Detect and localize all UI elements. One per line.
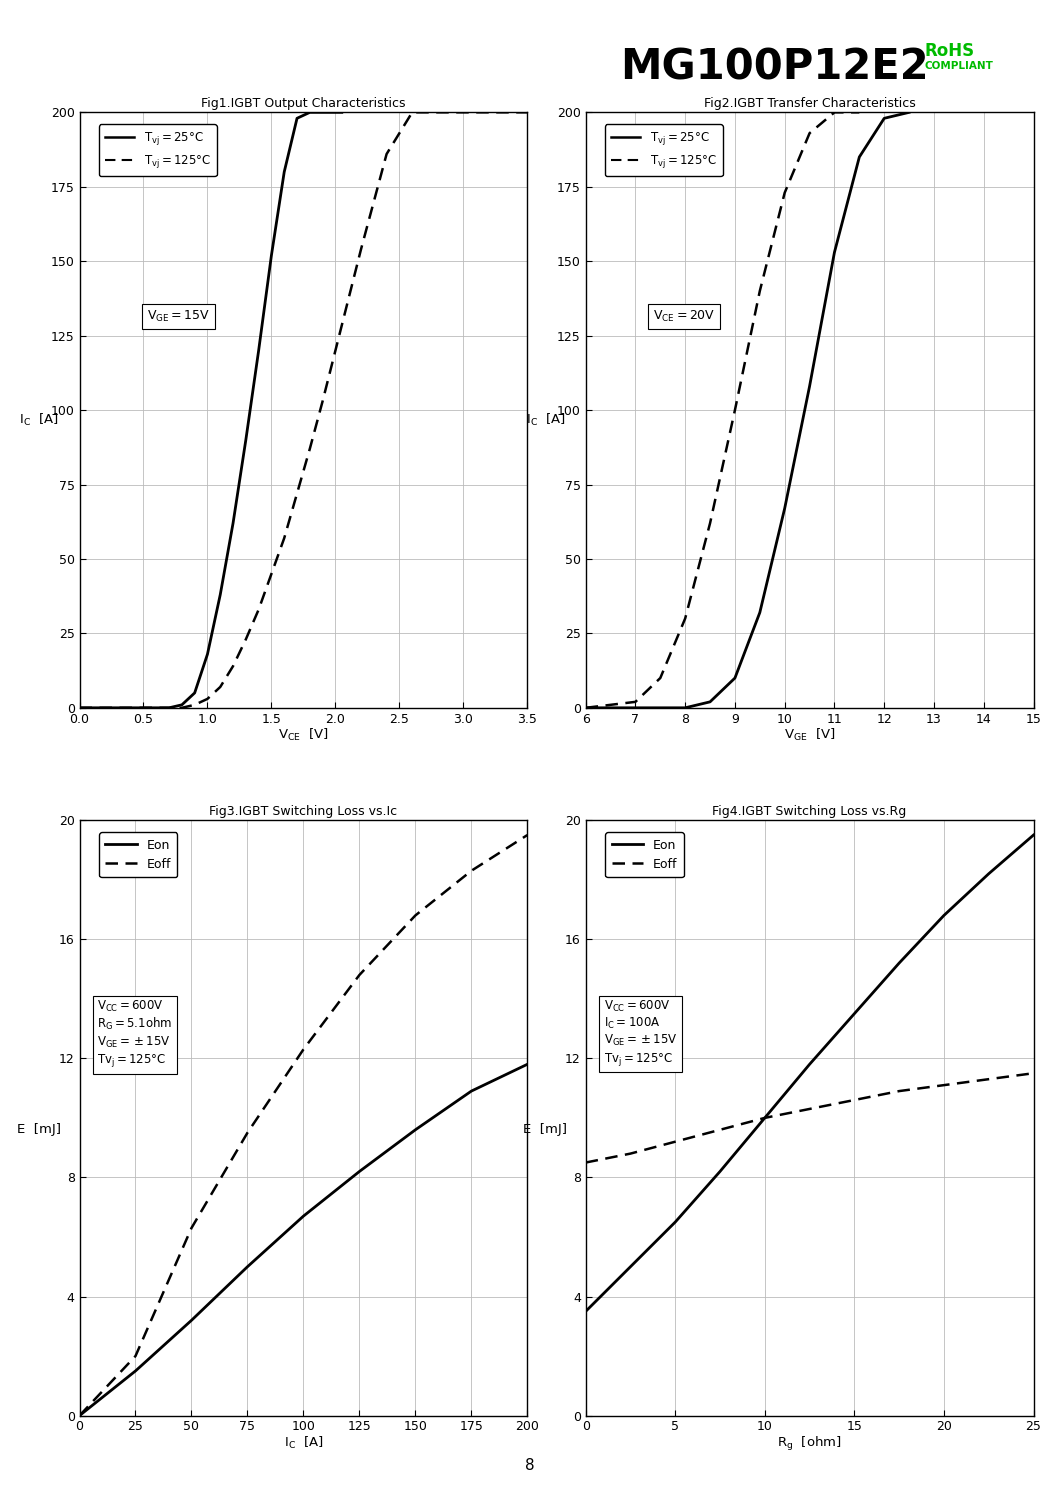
Title: Fig4.IGBT Switching Loss vs.Rg: Fig4.IGBT Switching Loss vs.Rg — [712, 804, 906, 818]
Y-axis label: $\mathregular{I_C}$  [A]: $\mathregular{I_C}$ [A] — [526, 412, 565, 428]
Title: Fig2.IGBT Transfer Characteristics: Fig2.IGBT Transfer Characteristics — [704, 97, 916, 109]
Y-axis label: E  [mJ]: E [mJ] — [524, 1122, 567, 1135]
Y-axis label: E  [mJ]: E [mJ] — [17, 1122, 61, 1135]
X-axis label: $\mathregular{V_{GE}}$  [V]: $\mathregular{V_{GE}}$ [V] — [784, 727, 835, 743]
Text: $\mathregular{V_{CC}=600V}$
$\mathregular{I_C=100A}$
$\mathregular{V_{GE}=\pm15V: $\mathregular{V_{CC}=600V}$ $\mathregula… — [603, 999, 677, 1068]
Legend: $\mathregular{T_{vj}=25°C}$, $\mathregular{T_{vj}=125°C}$: $\mathregular{T_{vj}=25°C}$, $\mathregul… — [99, 124, 216, 175]
Legend: Eon, Eoff: Eon, Eoff — [605, 833, 684, 878]
X-axis label: $\mathregular{V_{CE}}$  [V]: $\mathregular{V_{CE}}$ [V] — [278, 727, 329, 743]
Text: MG100P12E2: MG100P12E2 — [620, 46, 929, 88]
Text: COMPLIANT: COMPLIANT — [924, 61, 993, 70]
Text: $\mathregular{V_{GE}=15V}$: $\mathregular{V_{GE}=15V}$ — [146, 309, 210, 324]
X-axis label: $\mathregular{I_C}$  [A]: $\mathregular{I_C}$ [A] — [284, 1435, 323, 1452]
X-axis label: $\mathregular{R_g}$  [ohm]: $\mathregular{R_g}$ [ohm] — [777, 1435, 842, 1453]
Title: Fig3.IGBT Switching Loss vs.Ic: Fig3.IGBT Switching Loss vs.Ic — [210, 804, 398, 818]
Legend: $\mathregular{T_{vj}=25°C}$, $\mathregular{T_{vj}=125°C}$: $\mathregular{T_{vj}=25°C}$, $\mathregul… — [605, 124, 723, 175]
Title: Fig1.IGBT Output Characteristics: Fig1.IGBT Output Characteristics — [201, 97, 406, 109]
Text: 8: 8 — [525, 1458, 535, 1473]
Legend: Eon, Eoff: Eon, Eoff — [100, 833, 177, 878]
Text: $\mathregular{V_{CC}=600V}$
$\mathregular{R_G=5.1ohm}$
$\mathregular{V_{GE}=\pm1: $\mathregular{V_{CC}=600V}$ $\mathregula… — [98, 999, 173, 1070]
Text: $\mathregular{V_{CE}=20V}$: $\mathregular{V_{CE}=20V}$ — [653, 309, 716, 324]
Text: RoHS: RoHS — [924, 42, 974, 60]
Y-axis label: $\mathregular{I_C}$  [A]: $\mathregular{I_C}$ [A] — [19, 412, 59, 428]
